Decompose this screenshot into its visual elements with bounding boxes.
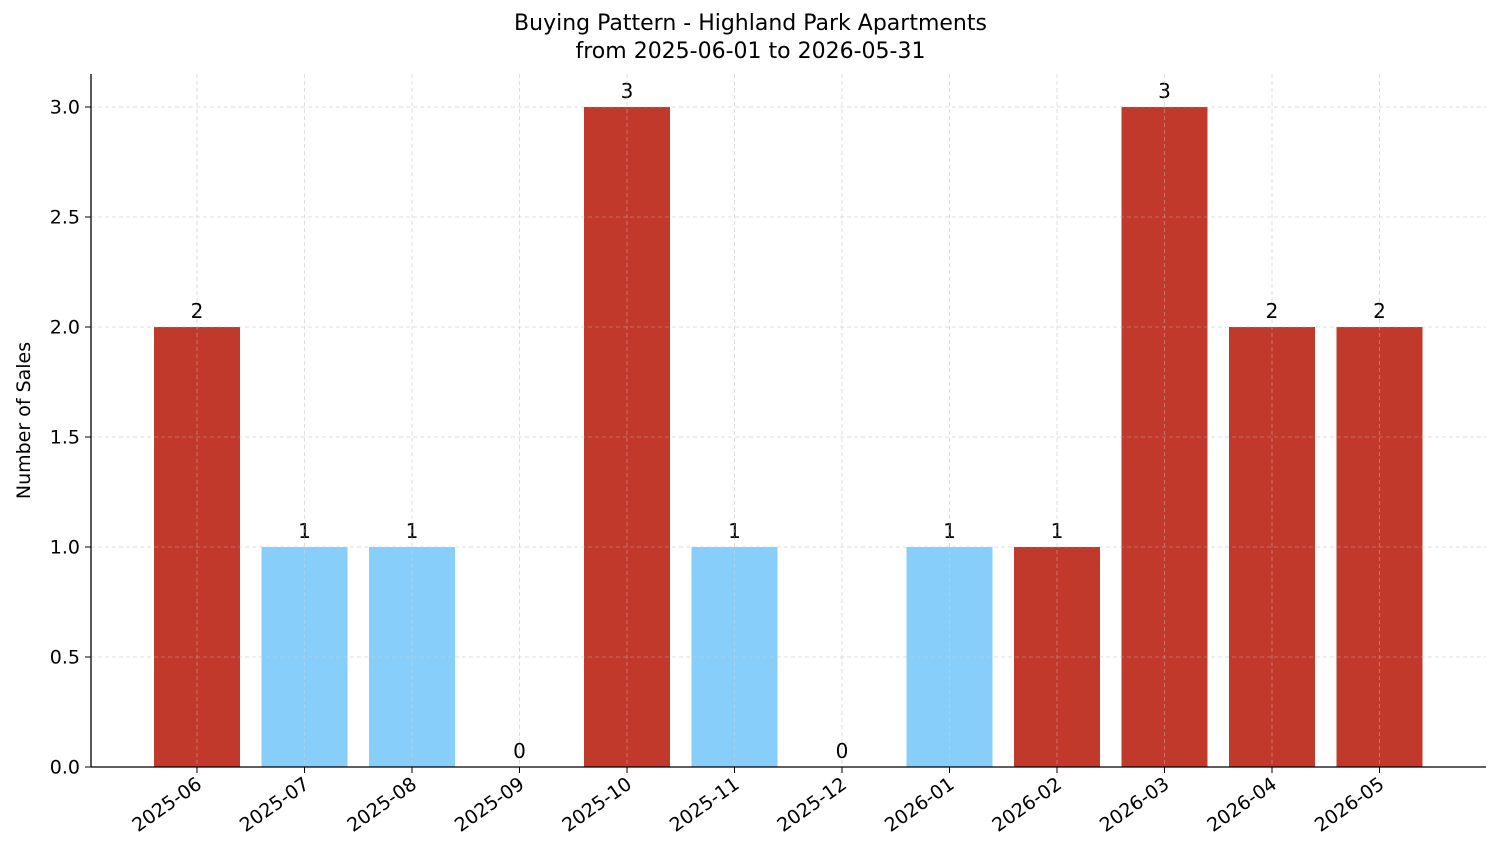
- y-tick-label: 3.0: [50, 97, 80, 119]
- y-axis-label: Number of Sales: [13, 342, 35, 499]
- x-tick-label: 2026-03: [1096, 773, 1174, 837]
- bar-value-label: 2: [1373, 299, 1386, 323]
- y-tick-label: 0.0: [50, 757, 80, 779]
- x-tick-label: 2025-10: [558, 773, 636, 837]
- y-tick-label: 1.0: [50, 537, 80, 559]
- x-tick-label: 2026-04: [1203, 773, 1281, 837]
- bar-value-label: 0: [513, 739, 526, 763]
- y-tick-label: 1.5: [50, 427, 80, 449]
- x-tick-label: 2025-07: [236, 773, 314, 837]
- y-tick-label: 0.5: [50, 647, 80, 669]
- x-tick-label: 2026-05: [1311, 773, 1389, 837]
- chart-title: Buying Pattern - Highland Park Apartment…: [514, 11, 987, 36]
- x-tick-label: 2025-11: [666, 773, 744, 837]
- chart-subtitle: from 2025-06-01 to 2026-05-31: [575, 39, 926, 64]
- x-tick-label: 2025-09: [451, 773, 529, 837]
- x-tick-label: 2025-06: [128, 773, 206, 837]
- y-tick-label: 2.0: [50, 317, 80, 339]
- bar-value-label: 2: [1266, 299, 1279, 323]
- bar-value-label: 0: [836, 739, 849, 763]
- x-tick-label: 2025-08: [343, 773, 421, 837]
- bar-value-label: 2: [191, 299, 204, 323]
- x-tick-label: 2025-12: [773, 773, 851, 837]
- x-tick-label: 2026-02: [988, 773, 1066, 837]
- y-tick-label: 2.5: [50, 207, 80, 229]
- x-tick-label: 2026-01: [881, 773, 959, 837]
